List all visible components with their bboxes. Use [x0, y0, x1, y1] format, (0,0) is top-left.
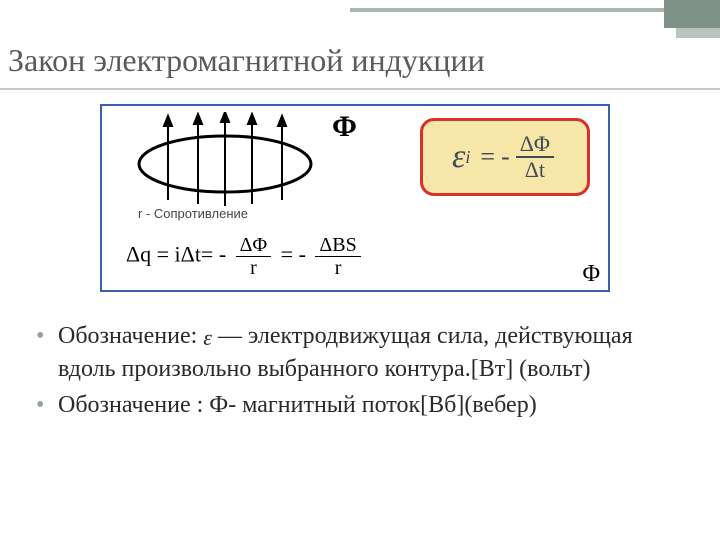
- header-decoration: [0, 0, 720, 36]
- emf-num: ΔΦ: [516, 132, 554, 158]
- epsilon-symbol: ε: [452, 138, 465, 176]
- frac2-den: r: [315, 257, 360, 279]
- phi-label: Φ: [332, 110, 357, 144]
- header-block-light: [676, 28, 720, 38]
- bullet-1: Обозначение: ε — электродвижущая сила, д…: [36, 320, 684, 385]
- header-line: [350, 8, 670, 12]
- bullet-2: Обозначение : Ф- магнитный поток[Вб](веб…: [36, 389, 684, 421]
- frac1-den: r: [236, 257, 271, 279]
- emf-formula: εi = - ΔΦ Δt: [452, 132, 558, 182]
- resistance-label: r - Сопротивление: [138, 206, 248, 221]
- phi-corner: Φ: [582, 261, 600, 288]
- magnetic-loop-diagram: [120, 112, 330, 208]
- emf-fraction: ΔΦ Δt: [516, 132, 554, 182]
- emf-den: Δt: [516, 158, 554, 182]
- equals-sign: =: [480, 142, 495, 172]
- page-title: Закон электромагнитной индукции: [8, 42, 485, 79]
- frac2-num: ΔBS: [315, 234, 360, 257]
- emf-formula-box: εi = - ΔΦ Δt: [420, 118, 590, 196]
- epsilon-subscript: i: [465, 147, 470, 168]
- fraction-1: ΔΦ r: [236, 234, 271, 279]
- charge-equation: Δq = iΔt= - ΔΦ r = - ΔBS r: [126, 234, 365, 279]
- bullet-list: Обозначение: ε — электродвижущая сила, д…: [36, 320, 684, 425]
- diagram-container: Φ r - Сопротивление Δq = iΔt= - ΔΦ r = -…: [100, 104, 610, 292]
- fraction-2: ΔBS r: [315, 234, 360, 279]
- b1-pre: Обозначение:: [58, 323, 203, 349]
- minus-sign: -: [501, 142, 510, 172]
- frac1-num: ΔΦ: [236, 234, 271, 257]
- header-block-dark: [664, 0, 720, 28]
- epsilon-inline: ε: [203, 323, 212, 353]
- title-underline: [0, 88, 720, 90]
- eq-lhs: Δq = iΔt= -: [126, 242, 226, 267]
- eq-mid: = -: [281, 242, 306, 267]
